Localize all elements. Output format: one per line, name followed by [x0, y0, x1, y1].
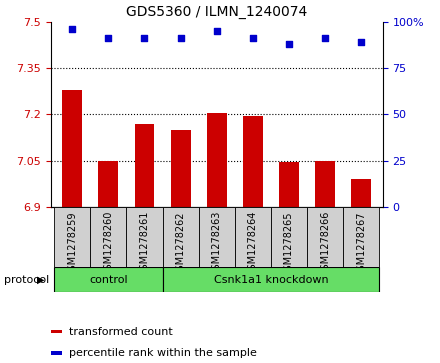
- Text: GSM1278267: GSM1278267: [356, 211, 366, 277]
- Bar: [279, 162, 299, 207]
- Bar: [351, 179, 371, 207]
- Bar: [126, 207, 162, 267]
- Point: [213, 28, 220, 34]
- Bar: [307, 207, 343, 267]
- Bar: [62, 90, 82, 207]
- Point: [286, 41, 293, 47]
- Text: GSM1278262: GSM1278262: [176, 211, 186, 277]
- Text: GSM1278263: GSM1278263: [212, 211, 222, 277]
- Point: [141, 36, 148, 41]
- Text: control: control: [89, 274, 128, 285]
- Bar: [271, 207, 307, 267]
- Bar: [54, 207, 90, 267]
- Text: GSM1278260: GSM1278260: [103, 211, 114, 277]
- Point: [177, 36, 184, 41]
- Bar: [90, 207, 126, 267]
- Point: [105, 36, 112, 41]
- Text: percentile rank within the sample: percentile rank within the sample: [69, 348, 257, 358]
- Bar: [135, 123, 154, 207]
- Bar: [51, 330, 62, 333]
- Bar: [243, 116, 263, 207]
- Text: GSM1278264: GSM1278264: [248, 211, 258, 277]
- Point: [358, 39, 365, 45]
- Bar: [162, 267, 379, 292]
- Text: protocol: protocol: [4, 274, 50, 285]
- Text: GSM1278259: GSM1278259: [67, 211, 77, 277]
- Bar: [54, 267, 162, 292]
- Bar: [51, 351, 62, 355]
- Point: [322, 36, 329, 41]
- Text: Csnk1a1 knockdown: Csnk1a1 knockdown: [213, 274, 328, 285]
- Bar: [235, 207, 271, 267]
- Point: [249, 36, 257, 41]
- Title: GDS5360 / ILMN_1240074: GDS5360 / ILMN_1240074: [126, 5, 307, 19]
- Point: [69, 26, 76, 32]
- Text: GSM1278266: GSM1278266: [320, 211, 330, 277]
- Text: GSM1278261: GSM1278261: [139, 211, 150, 277]
- Text: GSM1278265: GSM1278265: [284, 211, 294, 277]
- Bar: [171, 130, 191, 207]
- Bar: [315, 160, 335, 207]
- Bar: [162, 207, 198, 267]
- Text: transformed count: transformed count: [69, 327, 172, 337]
- Bar: [343, 207, 379, 267]
- Bar: [207, 113, 227, 207]
- Bar: [99, 160, 118, 207]
- Bar: [198, 207, 235, 267]
- Text: ▶: ▶: [37, 274, 44, 285]
